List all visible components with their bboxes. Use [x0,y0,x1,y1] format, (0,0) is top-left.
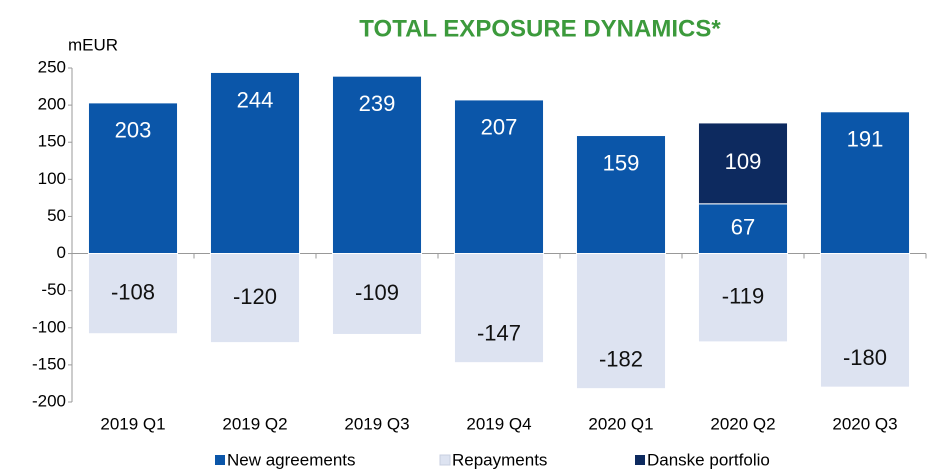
bar-segment [575,135,667,255]
bar-segment [209,71,301,255]
data-label: 109 [725,149,762,174]
x-tick-label: 2019 Q4 [466,414,531,433]
bar-segment [819,111,911,255]
data-label: 159 [603,150,640,175]
bar-segment [697,122,789,205]
y-tick-label: 0 [57,243,66,262]
bar-segment [819,253,911,388]
data-label: -180 [843,345,887,370]
bar-segment [697,203,789,255]
legend-label: Repayments [452,450,547,469]
bar-segment [453,99,545,255]
y-tick-label: 200 [38,95,66,114]
x-tick-label: 2019 Q1 [100,414,165,433]
data-label: -120 [233,284,277,309]
data-label: 239 [359,91,396,116]
legend-label: New agreements [227,450,356,469]
bar-segment [87,253,179,335]
y-tick-label: -150 [32,354,66,373]
legend-label: Danske portfolio [647,450,770,469]
data-label: -109 [355,280,399,305]
data-label: -119 [722,284,764,309]
data-label: -108 [111,279,155,304]
x-tick-label: 2020 Q2 [710,414,775,433]
bar-segment [209,253,301,344]
data-label: 207 [481,115,518,140]
data-label: 67 [731,215,755,240]
x-tick-label: 2020 Q3 [832,414,897,433]
data-label: -147 [477,320,521,345]
bar-segment [453,253,545,364]
y-tick-label: 150 [38,132,66,151]
data-label: 203 [115,118,152,143]
legend-swatch [635,455,645,465]
x-tick-label: 2020 Q1 [588,414,653,433]
bar-segment [575,253,667,390]
y-tick-label: -100 [32,317,66,336]
data-label: -182 [599,346,643,371]
bar-segment [697,253,789,343]
bar-segment [331,253,423,335]
data-label: 191 [847,127,884,152]
x-tick-label: 2019 Q3 [344,414,409,433]
bar-segment [331,75,423,255]
y-tick-label: -50 [41,280,66,299]
data-label: 244 [237,87,274,112]
y-tick-label: 250 [38,57,66,76]
x-tick-label: 2019 Q2 [222,414,287,433]
y-axis-label: mEUR [68,35,118,54]
chart-title: TOTAL EXPOSURE DYNAMICS* [359,15,721,42]
legend-swatch [215,455,225,465]
bar-segment [87,102,179,255]
legend-swatch [439,454,451,466]
y-tick-label: 50 [47,206,66,225]
y-tick-label: 100 [38,169,66,188]
y-tick-label: -200 [32,391,66,410]
